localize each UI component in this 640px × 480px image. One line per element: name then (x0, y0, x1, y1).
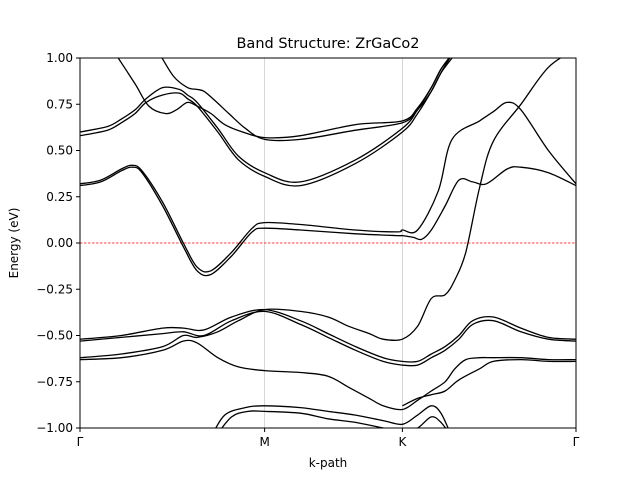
band-line-2 (161, 58, 451, 142)
y-tick-label: 0.75 (46, 97, 73, 111)
y-tick-label: −0.25 (36, 282, 73, 296)
band-line-4 (80, 58, 453, 187)
band-line-7 (80, 308, 576, 363)
x-tick-label: M (259, 435, 269, 449)
chart-title: Band Structure: ZrGaCo2 (236, 36, 419, 52)
band-lines (80, 58, 576, 428)
y-tick-label: −0.50 (36, 329, 73, 343)
y-tick-label: 0.50 (46, 144, 73, 158)
x-tick-label: Γ (573, 435, 580, 449)
band-line-8 (80, 310, 576, 367)
x-tick-label: K (398, 435, 407, 449)
x-axis-label: k-path (309, 456, 348, 470)
band-line-6 (80, 166, 576, 277)
y-tick-label: −1.00 (36, 421, 73, 435)
band-line-13 (221, 410, 447, 428)
band-line-1 (117, 58, 450, 139)
band-line-3 (80, 58, 450, 183)
x-tick-label: Γ (77, 435, 84, 449)
y-tick-label: 1.00 (46, 51, 73, 65)
y-tick-label: −0.75 (36, 375, 73, 389)
band-line-10 (80, 339, 576, 411)
band-line-9 (80, 58, 562, 359)
y-tick-label: 0.25 (46, 190, 73, 204)
y-tick-label: 0.00 (46, 236, 73, 250)
y-axis-label: Energy (eV) (7, 208, 21, 279)
y-axis-ticks: 1.00 0.75 0.50 0.25 0.00 −0.25 −0.50 −0.75 −1.00 (36, 51, 80, 435)
band-line-12 (215, 405, 449, 428)
band-line-11 (402, 358, 576, 407)
band-line-5 (80, 101, 576, 273)
